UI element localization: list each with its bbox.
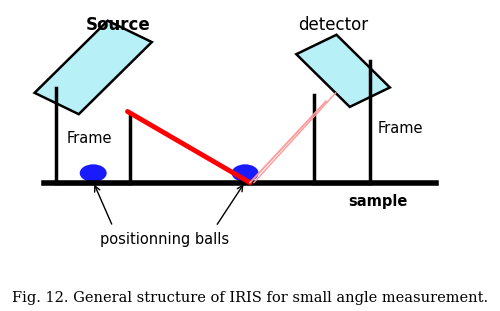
Bar [34,21,152,114]
Ellipse shape [80,164,106,182]
Text: Fig. 12. General structure of IRIS for small angle measurement.: Fig. 12. General structure of IRIS for s… [12,291,488,305]
Text: Frame: Frame [378,121,423,136]
Text: positionning balls: positionning balls [100,232,229,247]
Bar [296,35,390,107]
Text: Source: Source [86,16,150,34]
Text: sample: sample [348,194,408,209]
Text: Frame: Frame [66,131,112,146]
Ellipse shape [232,164,258,182]
Text: detector: detector [298,16,368,34]
